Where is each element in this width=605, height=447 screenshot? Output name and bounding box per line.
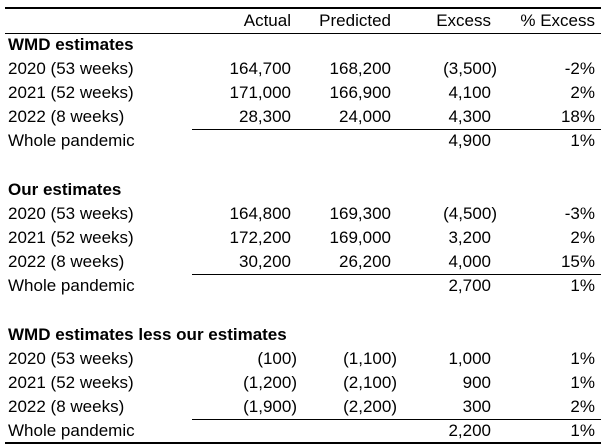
row-label: 2020 (53 weeks) xyxy=(8,349,134,368)
row-label: Whole pandemic xyxy=(8,420,135,440)
cell-predicted: (2,100) xyxy=(343,373,397,392)
cell-predicted xyxy=(297,273,397,298)
cell-actual xyxy=(192,273,297,298)
cell-predicted: 168,200 xyxy=(329,59,391,78)
cell-excess: 4,300 xyxy=(448,106,491,126)
cell-predicted: 26,200 xyxy=(339,251,391,271)
spacer xyxy=(5,298,601,323)
row-label: Whole pandemic xyxy=(8,276,135,295)
col-header-blank xyxy=(5,8,192,34)
cell-excess: 3,200 xyxy=(448,228,491,247)
table-row: 2020 (53 weeks) 164,800 169,300 (4,500) … xyxy=(5,202,601,226)
cell-predicted: 169,300 xyxy=(329,204,391,223)
cell-actual: 164,800 xyxy=(229,204,291,223)
cell-actual: 171,000 xyxy=(229,83,291,102)
cell-pct-excess: 1% xyxy=(497,418,601,443)
cell-pct-excess: 2% xyxy=(570,83,595,102)
table-row: 2021 (52 weeks) 171,000 166,900 4,100 2% xyxy=(5,81,601,105)
cell-excess: 900 xyxy=(462,373,491,392)
cell-pct-excess: 2% xyxy=(570,228,595,247)
cell-excess: (4,500) xyxy=(443,204,497,223)
cell-pct-excess: -3% xyxy=(564,204,595,223)
cell-predicted xyxy=(297,418,397,443)
cell-predicted: 169,000 xyxy=(329,228,391,247)
table-row: 2020 (53 weeks) 164,700 168,200 (3,500) … xyxy=(5,57,601,81)
cell-excess: 4,000 xyxy=(448,251,491,271)
row-label: 2021 (52 weeks) xyxy=(8,83,134,102)
header-row: Actual Predicted Excess % Excess xyxy=(5,8,601,34)
table-row: 2022 (8 weeks) 30,200 26,200 4,000 15% xyxy=(5,250,601,274)
cell-actual: 164,700 xyxy=(229,59,291,78)
section-title-row: WMD estimates xyxy=(5,33,601,57)
cell-excess: 4,900 xyxy=(397,128,497,153)
row-label: 2022 (8 weeks) xyxy=(8,107,125,126)
spacer xyxy=(5,153,601,178)
cell-actual: (1,200) xyxy=(243,373,297,392)
cell-pct-excess: 1% xyxy=(497,273,601,298)
row-label: 2021 (52 weeks) xyxy=(8,373,134,392)
section-title-our-estimates: Our estimates xyxy=(8,180,122,199)
row-label: 2021 (52 weeks) xyxy=(8,228,134,247)
col-header-predicted: Predicted xyxy=(297,8,397,34)
col-header-pct-excess: % Excess xyxy=(497,8,601,34)
section-title-row: WMD estimates less our estimates xyxy=(5,323,601,347)
row-label: 2020 (53 weeks) xyxy=(8,59,134,78)
cell-pct-excess: 15% xyxy=(560,251,595,271)
section-title-row: Our estimates xyxy=(5,178,601,202)
row-label: 2022 (8 weeks) xyxy=(8,397,125,416)
cell-predicted: (2,200) xyxy=(343,396,397,416)
cell-excess: (3,500) xyxy=(443,59,497,78)
cell-actual: (100) xyxy=(257,349,297,368)
cell-actual xyxy=(192,128,297,153)
row-label: 2022 (8 weeks) xyxy=(8,252,125,271)
table-row-total: Whole pandemic 2,200 1% xyxy=(5,418,601,443)
cell-pct-excess: 1% xyxy=(570,373,595,392)
table-row-total: Whole pandemic 2,700 1% xyxy=(5,273,601,298)
page: Actual Predicted Excess % Excess WMD est… xyxy=(0,7,605,447)
table-row: 2021 (52 weeks) 172,200 169,000 3,200 2% xyxy=(5,226,601,250)
cell-actual: 172,200 xyxy=(229,228,291,247)
cell-excess: 1,000 xyxy=(448,349,491,368)
section-gap xyxy=(5,153,601,178)
cell-pct-excess: -2% xyxy=(564,59,595,78)
col-header-excess: Excess xyxy=(397,8,497,34)
cell-pct-excess: 18% xyxy=(560,106,595,126)
section-title-wmd-estimates: WMD estimates xyxy=(8,35,134,55)
cell-excess: 300 xyxy=(462,396,491,416)
cell-actual: 28,300 xyxy=(239,106,291,126)
col-header-actual: Actual xyxy=(192,8,297,34)
cell-predicted: 24,000 xyxy=(339,106,391,126)
section-gap xyxy=(5,298,601,323)
table-row: 2022 (8 weeks) (1,900) (2,200) 300 2% xyxy=(5,395,601,419)
cell-pct-excess: 1% xyxy=(497,128,601,153)
cell-pct-excess: 2% xyxy=(570,396,595,416)
table-row: 2022 (8 weeks) 28,300 24,000 4,300 18% xyxy=(5,105,601,129)
row-label: 2020 (53 weeks) xyxy=(8,204,134,223)
cell-predicted xyxy=(297,128,397,153)
cell-actual xyxy=(192,418,297,443)
cell-excess: 2,700 xyxy=(397,273,497,298)
cell-predicted: (1,100) xyxy=(343,349,397,368)
table-row-total: Whole pandemic 4,900 1% xyxy=(5,128,601,153)
table-row: 2021 (52 weeks) (1,200) (2,100) 900 1% xyxy=(5,371,601,395)
cell-excess: 2,200 xyxy=(397,418,497,443)
excess-deaths-estimates-table: Actual Predicted Excess % Excess WMD est… xyxy=(5,7,601,444)
section-title-wmd-less-our: WMD estimates less our estimates xyxy=(8,325,287,344)
table-row: 2020 (53 weeks) (100) (1,100) 1,000 1% xyxy=(5,347,601,371)
cell-excess: 4,100 xyxy=(448,83,491,102)
cell-pct-excess: 1% xyxy=(570,349,595,368)
cell-predicted: 166,900 xyxy=(329,83,391,102)
cell-actual: (1,900) xyxy=(243,396,297,416)
cell-actual: 30,200 xyxy=(239,251,291,271)
row-label: Whole pandemic xyxy=(8,131,135,150)
